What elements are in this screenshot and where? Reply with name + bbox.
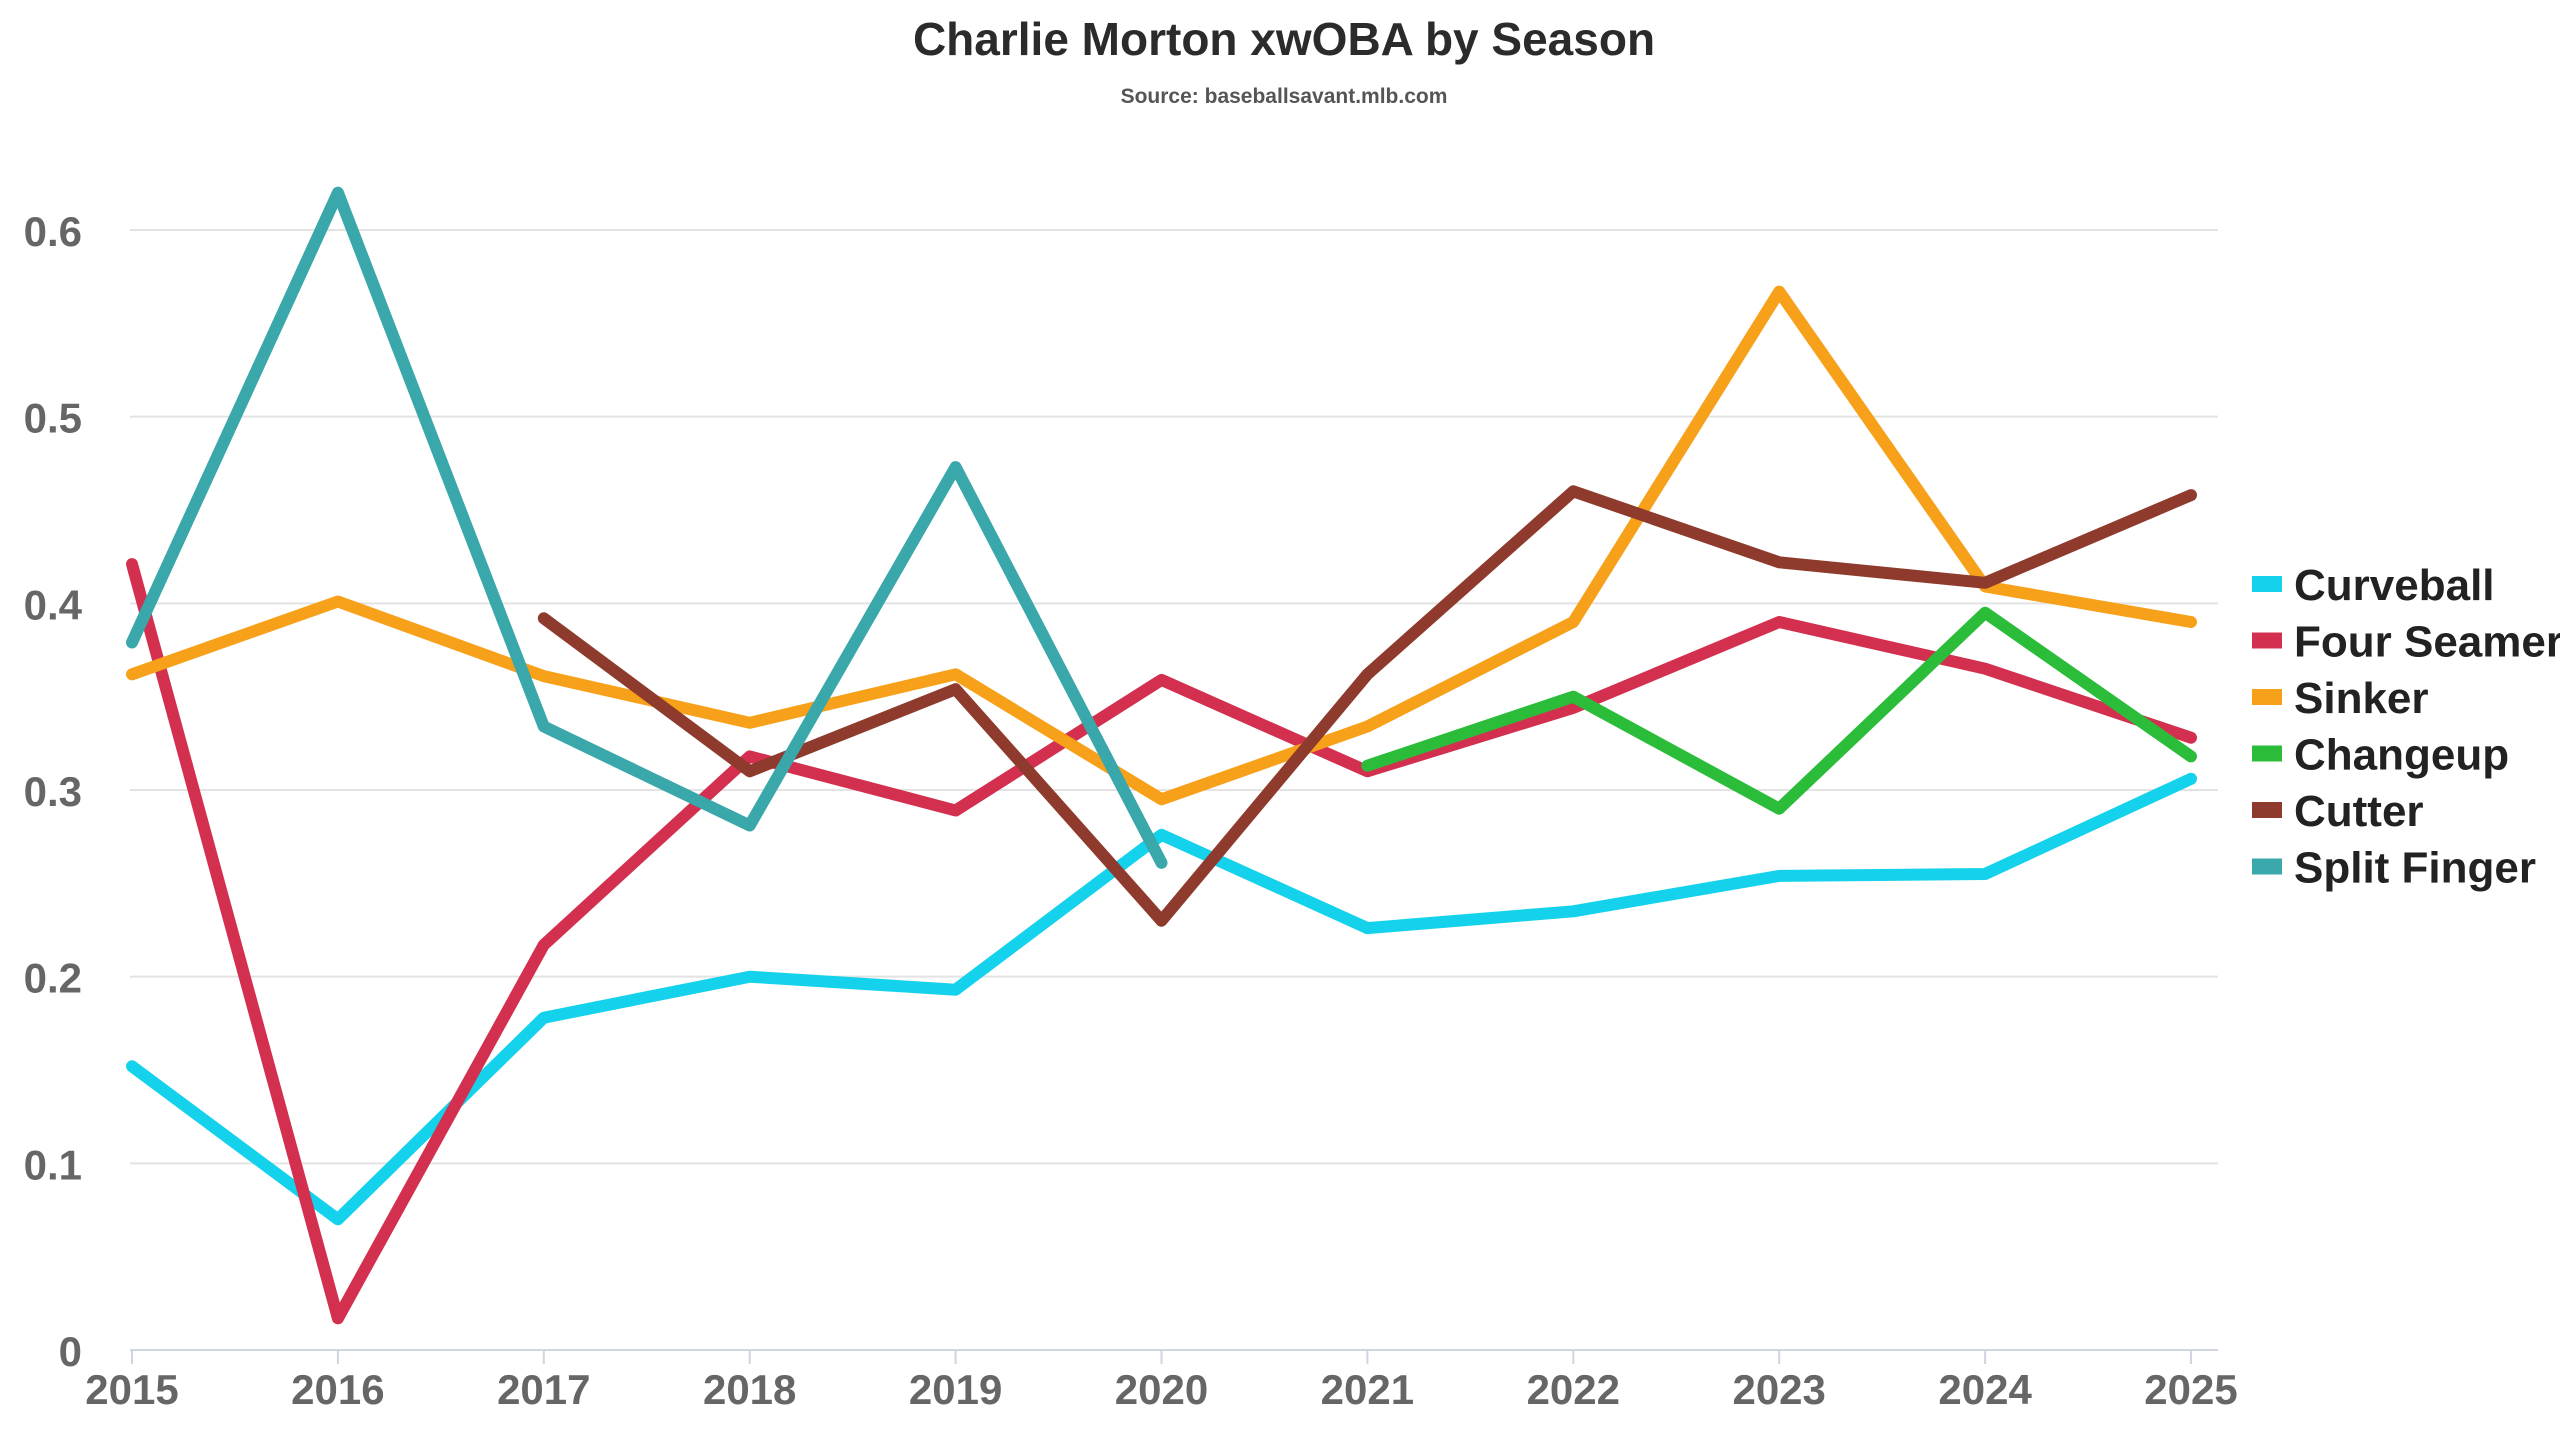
legend-label-curveball: Curveball — [2294, 561, 2495, 610]
x-tick-label: 2024 — [1938, 1366, 2032, 1413]
x-tick-label: 2018 — [703, 1366, 796, 1413]
legend-label-split-finger: Split Finger — [2294, 844, 2536, 893]
series-lines — [126, 186, 2197, 1325]
legend: Curveball Four Seamer Sinker Changeup Cutter… — [2252, 561, 2560, 893]
chart-subtitle: Source: baseballsavant.mlb.com — [1121, 85, 1448, 108]
x-tick-label: 2025 — [2144, 1366, 2237, 1413]
x-tick-label: 2017 — [497, 1366, 590, 1413]
x-tick-label: 2019 — [909, 1366, 1002, 1413]
legend-swatch-cutter — [2252, 802, 2282, 818]
axes: 0 0.1 0.2 0.3 0.4 0.5 0.6 2015 2016 2017 2018 2019 2… — [24, 208, 2238, 1413]
series-line-changeup — [1361, 606, 2197, 815]
x-tick-label: 2022 — [1527, 1366, 1620, 1413]
y-tick-label: 0 — [59, 1328, 82, 1375]
legend-label-cutter: Cutter — [2294, 787, 2424, 836]
series-line-split-finger — [126, 186, 1168, 869]
x-tick-label: 2020 — [1115, 1366, 1208, 1413]
legend-label-four-seamer: Four Seamer — [2294, 618, 2560, 667]
y-tick-label: 0.5 — [24, 395, 82, 442]
y-tick-label: 0.3 — [24, 768, 82, 815]
x-tick-label: 2023 — [1732, 1366, 1825, 1413]
series-line-cutter — [537, 485, 2197, 927]
y-tick-label: 0.6 — [24, 208, 82, 255]
y-tick-label: 0.2 — [24, 955, 82, 1002]
legend-swatch-curveball — [2252, 576, 2282, 592]
legend-swatch-split-finger — [2252, 858, 2282, 875]
series-line-curveball — [126, 772, 2197, 1226]
y-tick-label: 0.4 — [24, 581, 83, 628]
legend-label-sinker: Sinker — [2294, 674, 2429, 723]
legend-swatch-sinker — [2252, 689, 2282, 705]
x-tick-label: 2021 — [1321, 1366, 1414, 1413]
legend-label-changeup: Changeup — [2294, 731, 2509, 780]
y-tick-label: 0.1 — [24, 1141, 82, 1188]
legend-swatch-four-seamer — [2252, 632, 2282, 649]
chart-title: Charlie Morton xwOBA by Season — [913, 13, 1655, 65]
x-tick-label: 2015 — [85, 1366, 178, 1413]
series-line-four-seamer — [126, 558, 2197, 1325]
x-tick-label: 2016 — [291, 1366, 384, 1413]
series-line-sinker — [126, 285, 2197, 806]
legend-swatch-changeup — [2252, 745, 2282, 762]
